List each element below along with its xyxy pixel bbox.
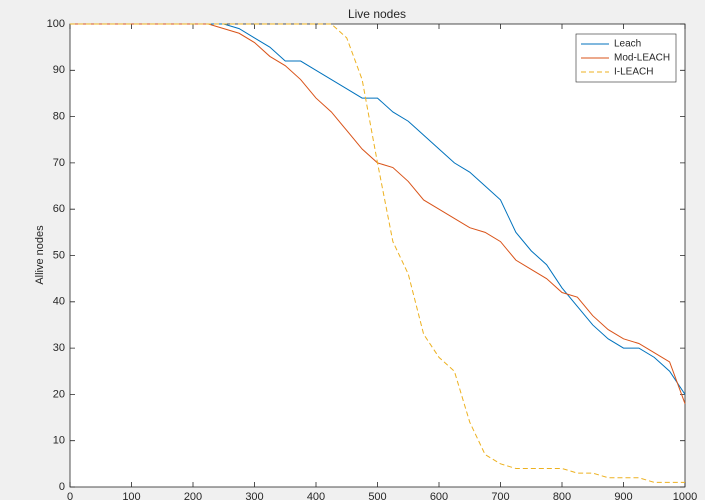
y-tick-label: 30	[53, 342, 65, 354]
y-tick-label: 80	[53, 111, 65, 123]
y-tick-label: 50	[53, 249, 65, 261]
x-tick-label: 300	[245, 491, 263, 500]
x-tick-label: 600	[430, 491, 448, 500]
y-tick-label: 70	[53, 157, 65, 169]
y-tick-label: 40	[53, 296, 65, 308]
x-tick-label: 900	[614, 491, 632, 500]
x-tick-label: 200	[184, 491, 202, 500]
y-tick-label: 100	[47, 18, 65, 30]
x-tick-label: 400	[307, 491, 325, 500]
y-tick-label: 90	[53, 64, 65, 76]
x-tick-label: 1000	[673, 491, 697, 500]
legend-label: Mod-LEACH	[614, 53, 670, 64]
line	[70, 23, 685, 483]
x-tick-label: 800	[553, 491, 571, 500]
y-tick-label: 20	[53, 388, 65, 400]
y-tick-label: 60	[53, 203, 65, 215]
x-tick-label: 700	[491, 491, 509, 500]
y-tick-label: 0	[59, 481, 65, 493]
y-tick-label: 10	[53, 435, 65, 447]
x-tick-label: 100	[122, 491, 140, 500]
legend-label: Leach	[614, 39, 641, 50]
legend-label: I-LEACH	[614, 67, 653, 78]
x-tick-label: 500	[368, 491, 386, 500]
x-tick-label: 0	[67, 491, 73, 500]
plot-area	[69, 23, 686, 488]
chart-title: Live nodes	[348, 7, 406, 21]
y-axis-label: Allive nodes	[34, 225, 46, 285]
